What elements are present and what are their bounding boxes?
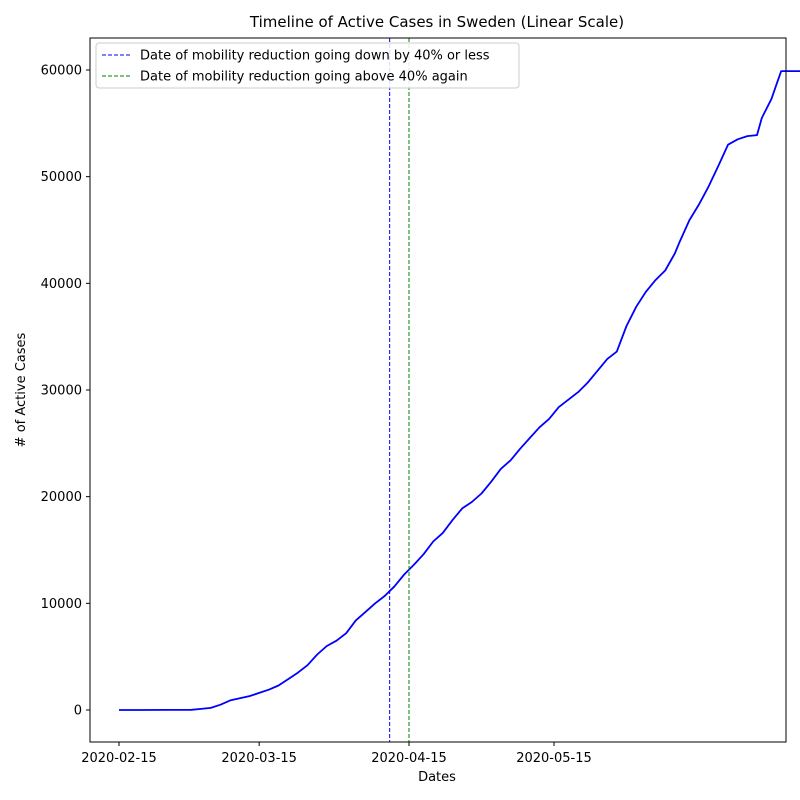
series-line-0	[119, 70, 800, 711]
chart-title: Timeline of Active Cases in Sweden (Line…	[249, 13, 624, 31]
legend-entry-label: Date of mobility reduction going down by…	[140, 49, 490, 64]
y-axis: 0 10000 20000 30000 40000 50000 60000	[41, 64, 90, 719]
x-axis: 2020-02-15 2020-03-15 2020-04-15 2020-05-15	[81, 742, 592, 766]
plot-frame	[89, 37, 787, 743]
x-axis-label: Dates	[418, 770, 456, 785]
y-tick-label: 10000	[41, 597, 82, 612]
plot-area	[119, 38, 800, 742]
y-tick-label: 20000	[41, 490, 82, 505]
y-tick-label: 40000	[41, 277, 82, 292]
legend: Date of mobility reduction going down by…	[95, 42, 520, 89]
legend-box	[95, 42, 520, 89]
legend-entry-label: Date of mobility reduction going above 4…	[140, 70, 468, 85]
y-tick-label: 0	[74, 704, 82, 719]
x-tick-label: 2020-04-15	[371, 751, 447, 766]
x-tick-label: 2020-03-15	[221, 751, 297, 766]
y-axis-label: # of Active Cases	[14, 332, 29, 447]
y-tick-label: 60000	[41, 64, 82, 79]
x-tick-label: 2020-05-15	[516, 751, 592, 766]
y-tick-label: 30000	[41, 384, 82, 399]
x-tick-label: 2020-02-15	[81, 751, 157, 766]
y-tick-label: 50000	[41, 170, 82, 185]
